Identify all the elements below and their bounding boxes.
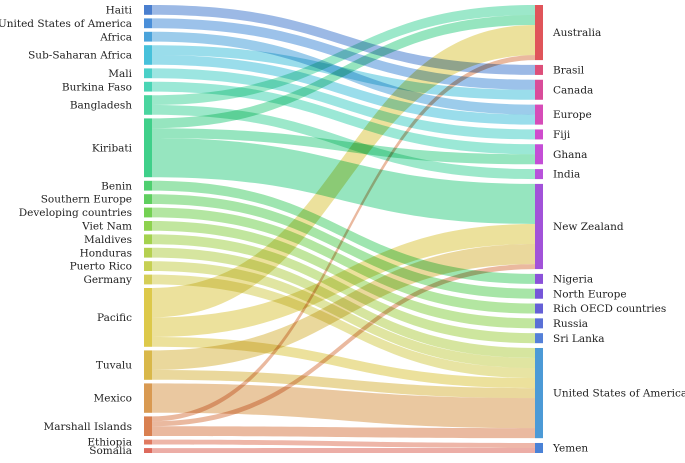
target-label-ghana: Ghana — [553, 149, 587, 161]
target-label-europe: Europe — [553, 109, 592, 121]
link-mexico-to-united-states-of-america — [152, 383, 535, 429]
link-burkina-faso-to-ghana — [152, 81, 535, 155]
target-label-rich-oecd-countries: Rich OECD countries — [553, 303, 666, 315]
target-label-yemen: Yemen — [552, 443, 588, 455]
source-label-mali: Mali — [108, 68, 132, 80]
source-node-somalia — [144, 448, 152, 453]
link-ethiopia-to-yemen — [152, 439, 535, 448]
target-label-new-zealand: New Zealand — [553, 221, 624, 233]
source-label-burkina-faso: Burkina Faso — [62, 81, 132, 93]
source-node-southern-europe — [144, 194, 152, 204]
source-label-united-states-of-america: United States of America — [0, 18, 132, 30]
source-label-mexico: Mexico — [94, 393, 132, 405]
source-node-haiti — [144, 5, 152, 15]
source-label-haiti: Haiti — [106, 5, 133, 17]
target-node-europe — [535, 104, 543, 125]
link-marshall-islands-to-united-states-of-america — [152, 426, 535, 439]
link-germany-to-united-states-of-america — [152, 274, 535, 379]
source-label-honduras: Honduras — [80, 247, 132, 259]
source-label-benin: Benin — [101, 180, 132, 192]
target-node-new-zealand — [535, 183, 543, 270]
source-label-maldives: Maldives — [84, 234, 132, 246]
source-node-sub-saharan-africa — [144, 45, 152, 65]
source-node-africa — [144, 31, 152, 42]
link-haiti-to-brasil — [152, 5, 535, 75]
target-node-rich-oecd-countries — [535, 303, 543, 314]
target-label-north-europe: North Europe — [553, 288, 627, 300]
target-label-india: India — [553, 169, 580, 181]
target-label-brasil: Brasil — [553, 65, 585, 77]
source-label-developing-countries: Developing countries — [19, 207, 132, 219]
target-label-australia: Australia — [552, 27, 601, 39]
source-label-germany: Germany — [83, 274, 132, 286]
target-node-india — [535, 169, 543, 180]
source-label-somalia: Somalia — [89, 445, 132, 457]
target-label-sri-lanka: Sri Lanka — [553, 333, 605, 345]
source-label-sub-saharan-africa: Sub-Saharan Africa — [28, 50, 132, 62]
target-node-canada — [535, 79, 543, 100]
nodes-layer — [144, 5, 543, 453]
source-node-bangladesh — [144, 95, 152, 115]
link-tuvalu-to-new-zealand — [152, 244, 535, 370]
link-developing-countries-to-rich-oecd-countries — [152, 207, 535, 314]
source-label-puerto-rico: Puerto Rico — [70, 261, 132, 273]
links-layer — [152, 5, 535, 453]
source-node-burkina-faso — [144, 81, 152, 92]
source-label-viet-nam: Viet Nam — [81, 221, 132, 233]
target-label-fiji: Fiji — [553, 129, 571, 141]
target-node-yemen — [535, 442, 543, 453]
source-node-tuvalu — [144, 350, 152, 380]
link-sub-saharan-africa-to-europe — [152, 55, 535, 125]
source-label-bangladesh: Bangladesh — [70, 100, 132, 112]
link-bangladesh-to-australia — [152, 5, 535, 105]
link-marshall-islands-to-new-zealand — [152, 264, 535, 427]
link-tuvalu-to-united-states-of-america — [152, 370, 535, 399]
link-kiribati-to-ghana — [152, 128, 535, 165]
target-node-fiji — [535, 129, 543, 140]
link-pacific-to-australia — [152, 25, 535, 318]
target-node-nigeria — [535, 273, 543, 284]
target-label-nigeria: Nigeria — [553, 273, 593, 285]
source-node-maldives — [144, 234, 152, 245]
target-node-sri-lanka — [535, 333, 543, 344]
source-node-puerto-rico — [144, 261, 152, 271]
source-node-pacific — [144, 288, 152, 347]
link-southern-europe-to-north-europe — [152, 194, 535, 299]
target-node-russia — [535, 318, 543, 329]
source-node-kiribati — [144, 118, 152, 178]
target-label-russia: Russia — [553, 318, 588, 330]
source-node-united-states-of-america — [144, 18, 152, 29]
link-somalia-to-yemen — [152, 447, 535, 453]
link-benin-to-nigeria — [152, 180, 535, 284]
source-node-germany — [144, 274, 152, 285]
source-label-ethiopia: Ethiopia — [87, 437, 132, 449]
link-kiribati-to-australia — [152, 15, 535, 129]
source-node-viet-nam — [144, 221, 152, 231]
target-node-australia — [535, 5, 543, 61]
link-marshall-islands-to-australia — [152, 55, 535, 422]
source-node-honduras — [144, 247, 152, 258]
source-node-marshall-islands — [144, 416, 152, 436]
link-pacific-to-new-zealand — [152, 223, 535, 337]
source-node-mali — [144, 68, 152, 79]
source-label-tuvalu: Tuvalu — [96, 360, 132, 372]
source-node-benin — [144, 180, 152, 191]
source-label-kiribati: Kiribati — [92, 142, 133, 154]
target-label-canada: Canada — [553, 84, 593, 96]
link-mali-to-fiji — [152, 68, 535, 140]
target-node-ghana — [535, 144, 543, 165]
target-node-united-states-of-america — [535, 347, 543, 439]
source-label-africa: Africa — [99, 31, 132, 43]
target-node-brasil — [535, 64, 543, 75]
source-node-ethiopia — [144, 439, 152, 445]
source-node-mexico — [144, 383, 152, 413]
source-node-developing-countries — [144, 207, 152, 218]
source-label-marshall-islands: Marshall Islands — [43, 421, 132, 433]
source-label-pacific: Pacific — [97, 312, 132, 324]
source-label-southern-europe: Southern Europe — [41, 194, 132, 206]
target-node-north-europe — [535, 288, 543, 299]
target-label-united-states-of-america: United States of America — [553, 388, 685, 400]
